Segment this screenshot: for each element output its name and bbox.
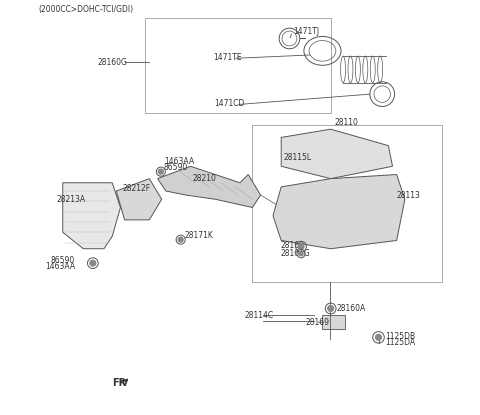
Text: 28110: 28110 (335, 119, 359, 127)
Text: 28115L: 28115L (283, 153, 312, 162)
Polygon shape (116, 178, 162, 220)
Text: 28160: 28160 (280, 241, 304, 250)
Bar (145, 18, 331, 113)
Text: 86590: 86590 (164, 163, 188, 171)
Text: FR: FR (112, 378, 126, 388)
Polygon shape (281, 129, 393, 178)
Circle shape (298, 244, 304, 249)
Text: 1463AA: 1463AA (164, 157, 194, 166)
Text: 28114C: 28114C (244, 311, 273, 320)
Text: 28160A: 28160A (337, 304, 366, 313)
Text: 28160G: 28160G (98, 58, 128, 67)
Text: 28212F: 28212F (122, 184, 151, 193)
Text: 1125DA: 1125DA (385, 338, 415, 347)
Text: 86590: 86590 (51, 256, 75, 265)
Polygon shape (157, 166, 261, 208)
Circle shape (158, 169, 163, 174)
Text: 28113: 28113 (396, 190, 420, 200)
Circle shape (299, 251, 303, 256)
Text: 28210: 28210 (192, 174, 216, 183)
Polygon shape (273, 175, 405, 249)
Text: 1471TJ: 1471TJ (293, 27, 319, 36)
Text: 28169: 28169 (306, 317, 330, 327)
Text: 28171K: 28171K (184, 231, 213, 240)
Bar (252, 125, 442, 282)
Circle shape (90, 260, 96, 266)
Circle shape (328, 305, 334, 311)
Text: 28213A: 28213A (57, 195, 86, 204)
Circle shape (178, 237, 183, 242)
Bar (323, 315, 345, 329)
Text: 1471CD: 1471CD (214, 99, 244, 108)
Text: (2000CC>DOHC-TCI/GDI): (2000CC>DOHC-TCI/GDI) (38, 5, 133, 14)
Circle shape (376, 334, 382, 340)
Text: 1471TE: 1471TE (213, 53, 242, 61)
Text: 1125DB: 1125DB (385, 332, 415, 341)
Polygon shape (63, 183, 120, 249)
Text: 28161G: 28161G (280, 249, 310, 258)
Text: 1463AA: 1463AA (45, 261, 75, 271)
